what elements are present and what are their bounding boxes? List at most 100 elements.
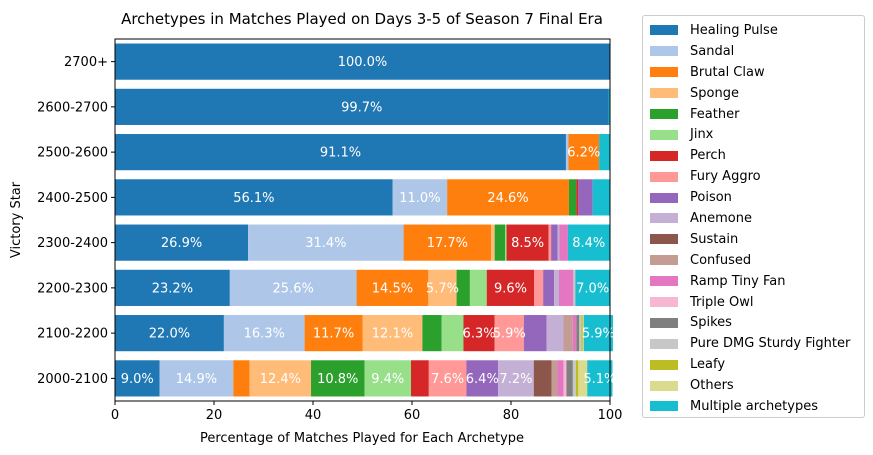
legend-swatch bbox=[650, 25, 678, 36]
bar-segment bbox=[559, 269, 574, 306]
x-axis: 0 20 40 60 80 100 bbox=[111, 401, 623, 423]
legend-item: Perch bbox=[643, 145, 864, 166]
y-axis: 2700+ 2600-2700 2500-2600 2400-2500 2300-240… bbox=[37, 55, 115, 387]
bar-segment bbox=[533, 360, 552, 397]
bar-segment bbox=[559, 224, 568, 261]
legend-label: Leafy bbox=[690, 357, 726, 373]
bar-segment bbox=[115, 315, 224, 352]
legend-item: Sponge bbox=[643, 83, 864, 104]
bar-segment bbox=[599, 134, 610, 171]
bar-segment bbox=[392, 179, 448, 216]
x-tick-label: 0 bbox=[111, 408, 119, 423]
bar-segment bbox=[568, 134, 600, 171]
bar-segment bbox=[565, 134, 569, 171]
legend: Healing Pulse Sandal Brutal Claw Sponge Feat… bbox=[642, 15, 865, 418]
bar-data-label: 11.7% bbox=[313, 327, 354, 342]
legend-swatch bbox=[650, 109, 678, 119]
x-tick-label: 100 bbox=[598, 408, 623, 423]
bar-segment bbox=[573, 269, 576, 306]
legend-item: Leafy bbox=[643, 354, 864, 375]
bar-data-label: 100.0% bbox=[338, 55, 388, 70]
legend-item: Sandal bbox=[643, 41, 864, 62]
legend-swatch bbox=[650, 297, 678, 308]
legend-item: Jinx bbox=[643, 124, 864, 145]
x-tick-label: 40 bbox=[305, 408, 322, 423]
bar-data-label: 91.1% bbox=[320, 146, 361, 161]
legend-swatch bbox=[650, 255, 678, 266]
bar-segment bbox=[364, 360, 412, 397]
legend-label: Brutal Claw bbox=[690, 64, 765, 80]
legend-label: Confused bbox=[690, 252, 752, 268]
legend-label: Others bbox=[690, 378, 734, 394]
bar-segment bbox=[554, 269, 560, 306]
legend-swatch bbox=[650, 46, 678, 57]
legend-item: Anemone bbox=[643, 208, 864, 229]
y-tick-label: 2500-2600 bbox=[37, 146, 108, 161]
legend-item: Confused bbox=[643, 250, 864, 271]
bar-segment bbox=[567, 224, 610, 261]
bar-segment bbox=[582, 315, 584, 352]
legend-label: Healing Pulse bbox=[690, 22, 778, 38]
bar-segment bbox=[557, 224, 560, 261]
bar-data-label: 12.4% bbox=[260, 372, 301, 387]
bar-segment bbox=[115, 134, 566, 171]
bar-segment bbox=[494, 224, 506, 261]
bar-segment bbox=[579, 315, 582, 352]
bar-segment bbox=[523, 315, 547, 352]
bar-segment bbox=[587, 360, 613, 397]
y-tick-label: 2200-2300 bbox=[37, 281, 108, 296]
y-tick-label: 2400-2500 bbox=[37, 191, 108, 206]
legend-item: Ramp Tiny Fan bbox=[643, 271, 864, 292]
bar-segment bbox=[233, 360, 250, 397]
bar-segment bbox=[115, 224, 249, 261]
legend-label: Sandal bbox=[690, 43, 735, 59]
bar-segment bbox=[456, 269, 470, 306]
bar-data-label: 5.1% bbox=[583, 372, 616, 387]
bar-data-label: 22.0% bbox=[149, 327, 190, 342]
bar-segment bbox=[229, 269, 357, 306]
bar-segment bbox=[557, 360, 564, 397]
legend-label: Spikes bbox=[690, 315, 732, 331]
bar-data-label: 11.0% bbox=[399, 191, 440, 206]
bar-segment bbox=[223, 315, 305, 352]
bar-data-label: 25.6% bbox=[273, 281, 314, 296]
bar-segment bbox=[563, 360, 567, 397]
bar-data-label: 6.3% bbox=[463, 327, 496, 342]
legend-item: Feather bbox=[643, 104, 864, 125]
bar-data-label: 14.5% bbox=[372, 281, 413, 296]
legend-swatch bbox=[650, 192, 678, 203]
bar-data-label: 7.6% bbox=[431, 372, 464, 387]
bar-segment bbox=[592, 179, 610, 216]
bar-data-label: 17.7% bbox=[427, 236, 468, 251]
bar-segment bbox=[551, 360, 558, 397]
legend-swatch bbox=[650, 150, 678, 161]
bar-segment bbox=[356, 269, 429, 306]
legend-swatch bbox=[650, 401, 678, 412]
legend-item: Spikes bbox=[643, 312, 864, 333]
bar-segment bbox=[403, 224, 492, 261]
bar-data-label: 7.0% bbox=[576, 281, 609, 296]
data-labels-layer: 100.0% 99.7% 91.1% 6.2% 56.1% 11.0% 24.6% 26.9%… bbox=[121, 55, 617, 387]
bar-segment bbox=[572, 315, 577, 352]
legend-label: Perch bbox=[690, 148, 726, 164]
bar-segment bbox=[566, 360, 573, 397]
legend-label: Poison bbox=[690, 190, 732, 206]
bar-data-label: 16.3% bbox=[244, 327, 285, 342]
legend-label: Fury Aggro bbox=[690, 169, 761, 185]
bar-data-label: 99.7% bbox=[341, 100, 382, 115]
bar-data-label: 31.4% bbox=[305, 236, 346, 251]
legend-swatch bbox=[650, 338, 678, 349]
bar-segment bbox=[551, 224, 558, 261]
legend-swatch bbox=[650, 276, 678, 287]
bar-segment bbox=[534, 269, 544, 306]
bar-data-label: 14.9% bbox=[176, 372, 217, 387]
bar-segment bbox=[304, 315, 363, 352]
bar-data-label: 6.2% bbox=[567, 146, 600, 161]
legend-label: Ramp Tiny Fan bbox=[690, 273, 786, 289]
bar-segment bbox=[505, 224, 507, 261]
legend-label: Feather bbox=[690, 106, 740, 122]
bar-data-label: 24.6% bbox=[487, 191, 528, 206]
bar-segment bbox=[422, 315, 442, 352]
bar-segment bbox=[548, 224, 552, 261]
